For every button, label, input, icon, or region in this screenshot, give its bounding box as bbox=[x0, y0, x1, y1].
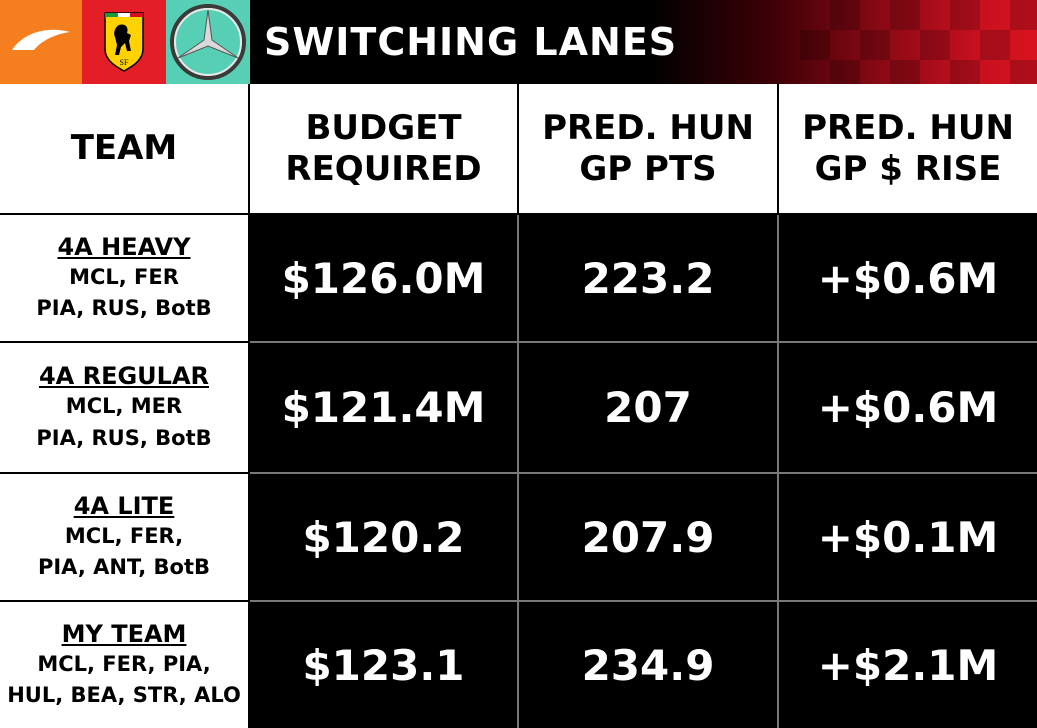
price-rise-value: +$2.1M bbox=[779, 602, 1037, 728]
header-banner: SF SWITCHING LANES bbox=[0, 0, 1037, 84]
column-header-price-rise: PRED. HUN GP $ RISE bbox=[779, 84, 1037, 215]
ferrari-logo: SF bbox=[82, 0, 166, 84]
mclaren-logo bbox=[0, 0, 82, 84]
ferrari-shield-icon: SF bbox=[104, 12, 144, 72]
column-header-budget: BUDGET REQUIRED bbox=[250, 84, 519, 215]
column-header-line2: GP $ RISE bbox=[814, 148, 1002, 189]
points-value: 234.9 bbox=[519, 602, 779, 728]
team-cell: 4A LITE MCL, FER, PIA, ANT, BotB bbox=[0, 474, 250, 602]
budget-value: $123.1 bbox=[250, 602, 519, 728]
team-name: 4A REGULAR bbox=[38, 362, 210, 390]
team-lineup-line1: MCL, MER bbox=[65, 394, 183, 418]
mercedes-logo bbox=[166, 0, 250, 84]
budget-value: $126.0M bbox=[250, 215, 519, 343]
team-lineup-line1: MCL, FER bbox=[69, 264, 179, 289]
header-gradient bbox=[650, 0, 1037, 84]
team-lineup-line1: MCL, FER, PIA, bbox=[37, 651, 211, 676]
team-lineup-line2: HUL, BEA, STR, ALO bbox=[7, 683, 241, 707]
page-title: SWITCHING LANES bbox=[264, 20, 678, 64]
points-value: 223.2 bbox=[519, 215, 779, 343]
points-value: 207 bbox=[519, 343, 779, 474]
column-header-line2: GP PTS bbox=[579, 148, 717, 189]
mclaren-swoosh-icon bbox=[12, 29, 70, 50]
team-lineup-line2: PIA, ANT, BotB bbox=[37, 555, 211, 579]
column-header-points: PRED. HUN GP PTS bbox=[519, 84, 779, 215]
team-name: 4A LITE bbox=[73, 491, 175, 520]
price-rise-value: +$0.6M bbox=[779, 343, 1037, 474]
column-header-line1: PRED. HUN bbox=[542, 107, 754, 148]
team-name: 4A HEAVY bbox=[57, 232, 191, 261]
team-cell: 4A HEAVY MCL, FER PIA, RUS, BotB bbox=[0, 215, 250, 343]
column-header-team: TEAM bbox=[0, 84, 250, 215]
column-header-line1: TEAM bbox=[70, 128, 178, 169]
team-cell: 4A REGULAR MCL, MER PIA, RUS, BotB bbox=[0, 343, 250, 474]
team-lineup-line2: PIA, RUS, BotB bbox=[36, 425, 212, 450]
price-rise-value: +$0.1M bbox=[779, 474, 1037, 602]
column-header-line1: BUDGET bbox=[305, 107, 462, 148]
team-lineup-line2: PIA, RUS, BotB bbox=[36, 296, 212, 320]
points-value: 207.9 bbox=[519, 474, 779, 602]
mercedes-star-icon bbox=[170, 4, 246, 80]
team-cell: MY TEAM MCL, FER, PIA, HUL, BEA, STR, AL… bbox=[0, 602, 250, 728]
team-name: MY TEAM bbox=[61, 619, 187, 648]
column-header-line2: REQUIRED bbox=[285, 148, 482, 189]
budget-value: $120.2 bbox=[250, 474, 519, 602]
column-header-line1: PRED. HUN bbox=[802, 107, 1014, 148]
budget-value: $121.4M bbox=[250, 343, 519, 474]
svg-text:SF: SF bbox=[120, 58, 129, 67]
checkered-pattern bbox=[800, 0, 1037, 84]
price-rise-value: +$0.6M bbox=[779, 215, 1037, 343]
team-lineup-line1: MCL, FER, bbox=[64, 523, 184, 548]
